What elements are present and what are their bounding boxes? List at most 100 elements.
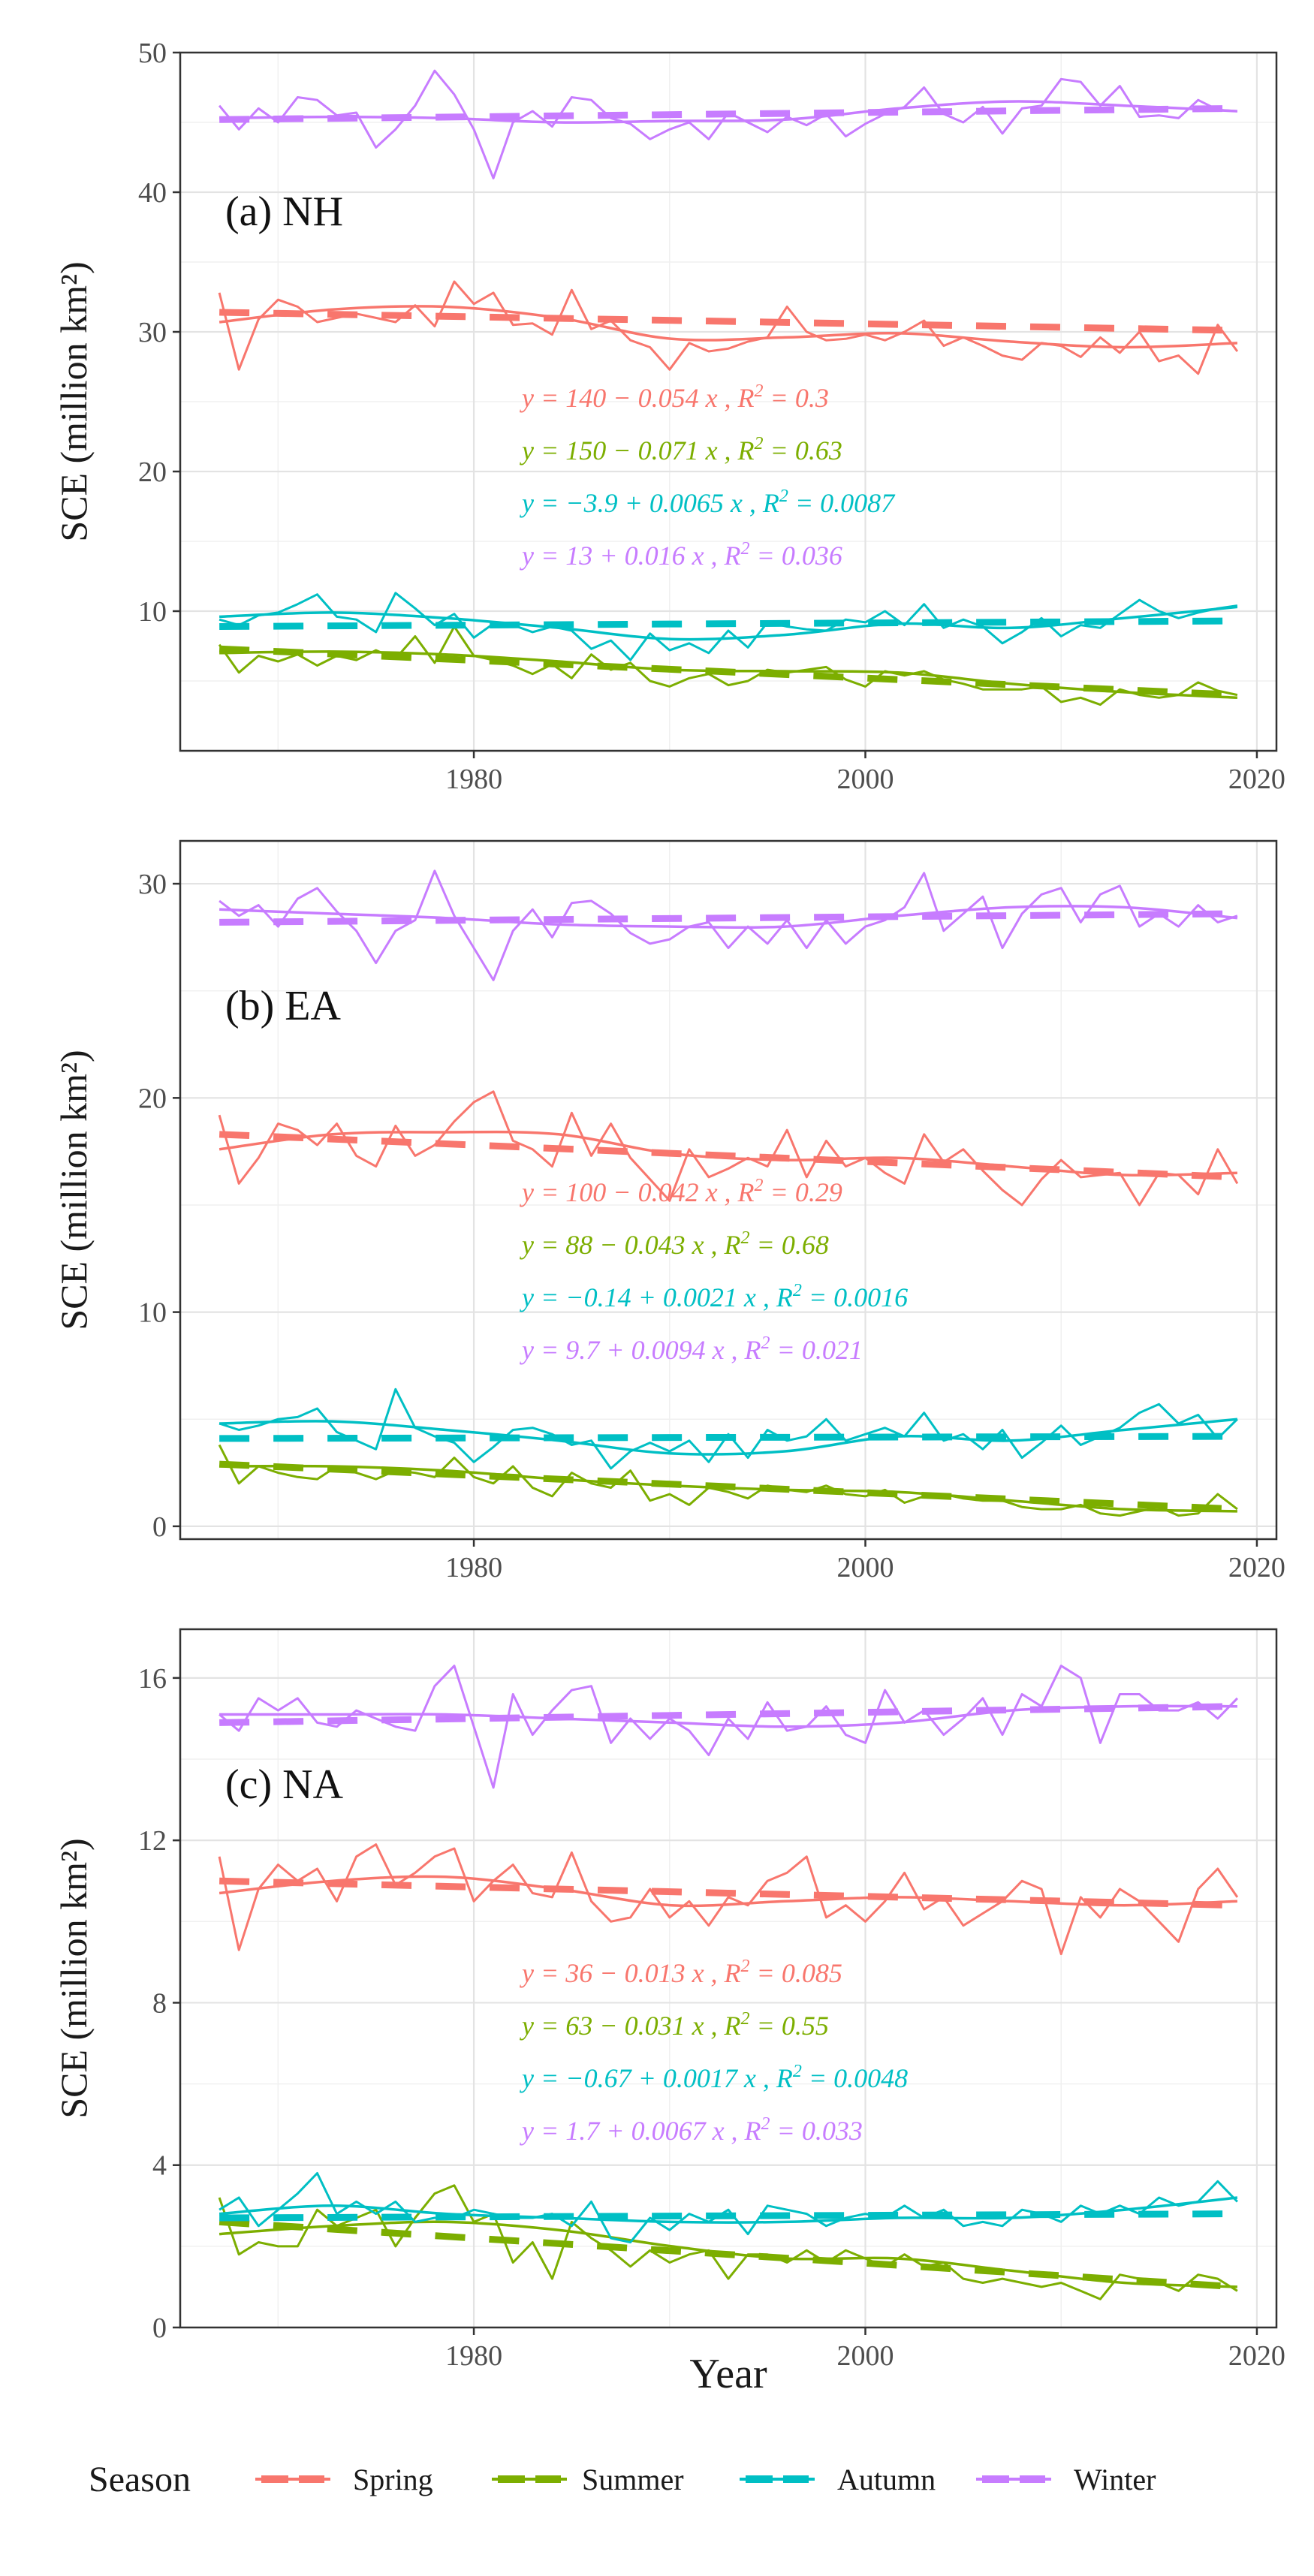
equation-value: = 0.021 (770, 1335, 863, 1365)
regression-equation-spring: y = 36 − 0.013 x , R2 = 0.085 (520, 1957, 842, 1988)
equation-main: y = 36 − 0.013 x , R (520, 1958, 741, 1988)
equation-main: y = 13 + 0.016 x , R (520, 541, 741, 571)
y-axis-label: SCE (million km²) (53, 1838, 95, 2118)
equation-value: = 0.55 (750, 2011, 829, 2041)
regression-equation-spring: y = 100 − 0.042 x , R2 = 0.29 (520, 1176, 842, 1207)
series-summer (218, 1444, 1238, 1517)
trend-line-spring (219, 309, 1237, 334)
regression-equation-winter: y = 1.7 + 0.0067 x , R2 = 0.033 (520, 2114, 863, 2146)
smooth-curve-spring (218, 1875, 1237, 1908)
equation-main: y = 140 − 0.054 x , R (520, 383, 755, 413)
series-line-autumn (218, 1387, 1238, 1470)
series-line-spring (218, 280, 1239, 375)
legend-title: Season (89, 2460, 191, 2499)
series-autumn (218, 2172, 1238, 2243)
equation-superscript: 2 (779, 487, 788, 506)
trend-line-summer (218, 645, 1238, 699)
y-tick-label: 12 (138, 1825, 167, 1857)
trend-line-summer (218, 2218, 1238, 2291)
regression-equation-summer: y = 88 − 0.043 x , R2 = 0.68 (520, 1228, 829, 1260)
equation-value: = 0.63 (764, 435, 842, 465)
panel-nh: 10 20 30 40 50 1980 2000 2020 SCE (million km²) (… (53, 38, 1285, 795)
legend-label-summer: Summer (582, 2463, 684, 2496)
series-line-autumn (218, 2172, 1238, 2243)
series-line-winter (218, 869, 1238, 981)
regression-equation-winter: y = 9.7 + 0.0094 x , R2 = 0.021 (520, 1333, 863, 1365)
regression-equation-winter: y = 13 + 0.016 x , R2 = 0.036 (520, 539, 842, 571)
trend-line-autumn (219, 2210, 1237, 2222)
x-tick-label: 2000 (837, 764, 894, 795)
panel-border (179, 51, 1278, 752)
series-spring (218, 1843, 1239, 1956)
panel-label-a-nh: (a) NH (225, 188, 343, 235)
equation-value: = 0.3 (764, 383, 829, 413)
equation-superscript: 2 (741, 1957, 750, 1976)
panel-border (179, 1628, 1278, 2329)
panel-label-c-na: (c) NA (225, 1761, 344, 1808)
equation-main: y = 9.7 + 0.0094 x , R (520, 1335, 761, 1365)
panel-na: 0 4 8 12 16 1980 2000 2020 SCE (million km²) (c) … (53, 1628, 1285, 2372)
equation-value: = 0.036 (750, 541, 842, 571)
equation-main: y = 88 − 0.043 x , R (520, 1230, 741, 1260)
y-tick-label: 30 (138, 869, 167, 900)
y-tick-label: 20 (138, 456, 167, 488)
equation-superscript: 2 (793, 1281, 802, 1300)
regression-equation-autumn: y = −0.67 + 0.0017 x , R2 = 0.0048 (520, 2062, 908, 2093)
series-summer (218, 625, 1238, 707)
equation-superscript: 2 (741, 1228, 750, 1248)
series-winter (218, 869, 1238, 981)
trend-line-winter (219, 910, 1237, 926)
y-tick-label: 40 (138, 177, 167, 209)
y-tick-label: 50 (138, 38, 167, 69)
y-tick-label: 4 (152, 2150, 167, 2182)
equation-superscript: 2 (793, 2062, 802, 2081)
equation-main: y = −3.9 + 0.0065 x , R (520, 488, 779, 518)
y-tick-label: 10 (138, 1297, 167, 1329)
trend-line-autumn (219, 1433, 1237, 1442)
smooth-curve-winter (219, 905, 1238, 929)
trend-line-summer (218, 1460, 1238, 1513)
trend-line-spring (219, 1877, 1237, 1909)
trend-line-spring (218, 1131, 1238, 1181)
x-tick-label: 1980 (445, 764, 502, 795)
y-tick-label: 16 (138, 1663, 167, 1695)
equation-main: y = 63 − 0.031 x , R (520, 2011, 741, 2041)
regression-equation-autumn: y = −0.14 + 0.0021 x , R2 = 0.0016 (520, 1281, 908, 1312)
y-tick-label: 20 (138, 1083, 167, 1114)
y-tick-label: 8 (152, 1987, 167, 2019)
x-axis-label: Year (689, 2351, 767, 2397)
series-line-winter (218, 1665, 1238, 1789)
panel-label-b-ea: (b) EA (225, 983, 342, 1029)
series-spring (218, 1090, 1239, 1207)
equation-value: = 0.29 (764, 1177, 842, 1207)
y-tick-label: 30 (138, 317, 167, 348)
trend-line-winter (219, 1703, 1237, 1726)
smooth-curve-spring (218, 305, 1237, 349)
equation-value: = 0.68 (750, 1230, 829, 1260)
equation-superscript: 2 (755, 434, 764, 453)
y-tick-label: 0 (152, 2312, 167, 2344)
series-autumn (218, 592, 1238, 661)
regression-equation-autumn: y = −3.9 + 0.0065 x , R2 = 0.0087 (520, 487, 896, 518)
series-line-summer (218, 2184, 1238, 2300)
x-tick-label: 1980 (445, 2340, 502, 2372)
equation-superscript: 2 (755, 381, 764, 401)
x-tick-label: 2020 (1228, 2340, 1285, 2372)
panel-border (179, 839, 1278, 1541)
equation-superscript: 2 (741, 2009, 750, 2029)
equation-superscript: 2 (741, 539, 750, 559)
trend-line-autumn (219, 617, 1237, 630)
x-tick-label: 2020 (1228, 1552, 1285, 1583)
equation-main: y = −0.14 + 0.0021 x , R (520, 1282, 793, 1312)
x-tick-label: 2000 (837, 1552, 894, 1583)
grid (180, 841, 1276, 1539)
panel-ea: 0 10 20 30 1980 2000 2020 SCE (million km²) (b) … (53, 839, 1285, 1583)
series-line-winter (218, 69, 1238, 179)
legend-label-autumn: Autumn (837, 2463, 936, 2496)
regression-equation-summer: y = 63 − 0.031 x , R2 = 0.55 (520, 2009, 829, 2041)
series-line-autumn (218, 592, 1238, 661)
y-axis-label: SCE (million km²) (53, 261, 95, 541)
series-winter (218, 69, 1238, 179)
x-tick-label: 2020 (1228, 764, 1285, 795)
